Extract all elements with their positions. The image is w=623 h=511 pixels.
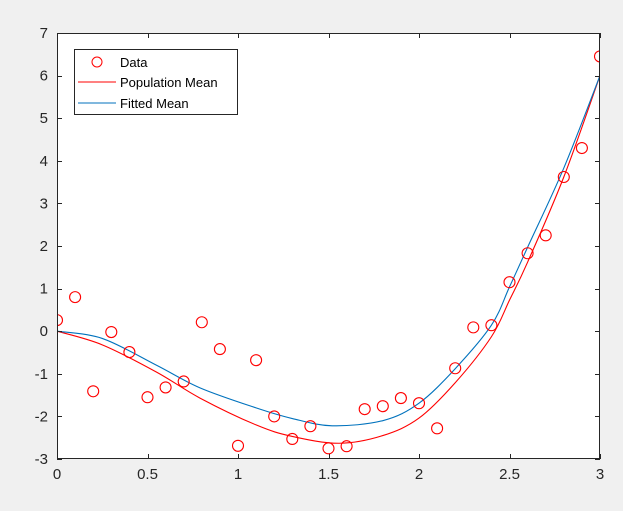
data-point-marker	[250, 354, 263, 367]
legend-label-data: Data	[120, 55, 148, 70]
data-point-marker	[431, 422, 444, 435]
x-tick-label: 0.5	[137, 466, 158, 483]
y-tick-label: -1	[35, 366, 48, 383]
y-tick-label: -3	[35, 451, 48, 468]
y-tick-label: 5	[40, 110, 48, 127]
data-point-marker	[69, 291, 82, 304]
data-point-marker	[467, 321, 480, 334]
data-point-marker	[231, 439, 245, 452]
data-point-marker	[159, 381, 172, 394]
data-point-marker	[376, 400, 389, 413]
data-point-marker	[105, 326, 118, 339]
data-point-marker	[485, 319, 498, 332]
x-tick-label: 2	[415, 466, 423, 483]
data-point-marker	[412, 397, 426, 410]
y-tick-label: 6	[40, 68, 48, 85]
y-tick-label: 7	[40, 25, 48, 42]
y-tick-label: 2	[40, 238, 48, 255]
x-tick-label: 0	[53, 466, 61, 483]
legend-data-marker-icon	[91, 56, 103, 68]
data-point-marker	[213, 343, 226, 356]
data-point-marker	[340, 440, 353, 453]
data-point-marker	[539, 229, 552, 242]
data-point-marker	[394, 392, 407, 405]
x-tick-label: 1	[234, 466, 242, 483]
data-point-marker	[268, 410, 281, 423]
series-layer	[57, 50, 600, 455]
data-point-marker	[557, 170, 570, 184]
x-tick-label: 1.5	[318, 466, 339, 483]
data-point-marker	[123, 346, 136, 359]
data-point-marker	[141, 391, 154, 404]
data-point-marker	[322, 442, 335, 455]
data-point-marker	[449, 362, 462, 375]
data-point-marker	[57, 314, 64, 327]
legend[interactable]: Data Population Mean Fitted Mean	[74, 49, 238, 115]
population-mean-line	[57, 75, 600, 444]
data-point-marker	[87, 385, 100, 398]
x-tick-label: 2.5	[499, 466, 520, 483]
legend-label-fitted-mean: Fitted Mean	[120, 96, 189, 111]
data-point-marker	[593, 50, 600, 63]
x-tick-label: 3	[596, 466, 604, 483]
data-point-marker	[304, 420, 317, 433]
y-tick-label: 0	[40, 323, 48, 340]
y-tick-label: 1	[40, 281, 48, 298]
data-point-marker	[195, 316, 208, 329]
data-point-marker	[503, 276, 516, 289]
data-point-marker	[521, 247, 534, 260]
data-point-marker	[358, 403, 371, 416]
data-point-marker	[575, 141, 588, 155]
legend-label-population-mean: Population Mean	[120, 75, 218, 90]
axes: 0 0.5 1 1.5 2 2.5 3 -3 -2 -1 0 1 2 3 4 5 6 7	[35, 25, 605, 483]
y-tick-label: 4	[40, 153, 48, 170]
y-tick-label: 3	[40, 195, 48, 212]
data-point-marker	[286, 432, 299, 446]
y-tick-label: -2	[35, 408, 48, 425]
data-point-marker	[177, 375, 190, 388]
